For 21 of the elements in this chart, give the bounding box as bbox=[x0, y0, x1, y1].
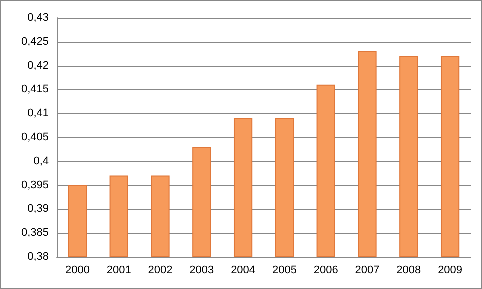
x-tick-label: 2003 bbox=[190, 264, 214, 276]
x-tick-label: 2005 bbox=[272, 264, 297, 276]
y-tick-label: 0,415 bbox=[21, 84, 49, 96]
x-tick-label: 2009 bbox=[438, 264, 463, 276]
y-tick-label: 0,385 bbox=[21, 227, 49, 240]
y-tick-label: 0,41 bbox=[28, 108, 49, 120]
y-tick-label: 0,39 bbox=[28, 203, 49, 216]
x-tick-label: 2007 bbox=[355, 264, 380, 276]
y-tick-label: 0,38 bbox=[28, 251, 49, 263]
x-tick-label: 2001 bbox=[106, 264, 132, 276]
y-tick-label: 0,43 bbox=[28, 12, 49, 24]
y-tick-label: 0,425 bbox=[21, 36, 49, 48]
y-tick-label: 0,4 bbox=[34, 155, 49, 168]
x-tick-label: 2008 bbox=[396, 264, 422, 276]
x-tick-label: 2004 bbox=[231, 264, 256, 276]
x-tick-label: 2006 bbox=[314, 264, 338, 276]
y-tick-label: 0,42 bbox=[28, 60, 49, 72]
x-tick-label: 2002 bbox=[148, 264, 173, 276]
x-tick-label: 2000 bbox=[65, 264, 90, 276]
y-tick-label: 0,395 bbox=[21, 179, 49, 192]
y-tick-label: 0,405 bbox=[21, 132, 49, 144]
